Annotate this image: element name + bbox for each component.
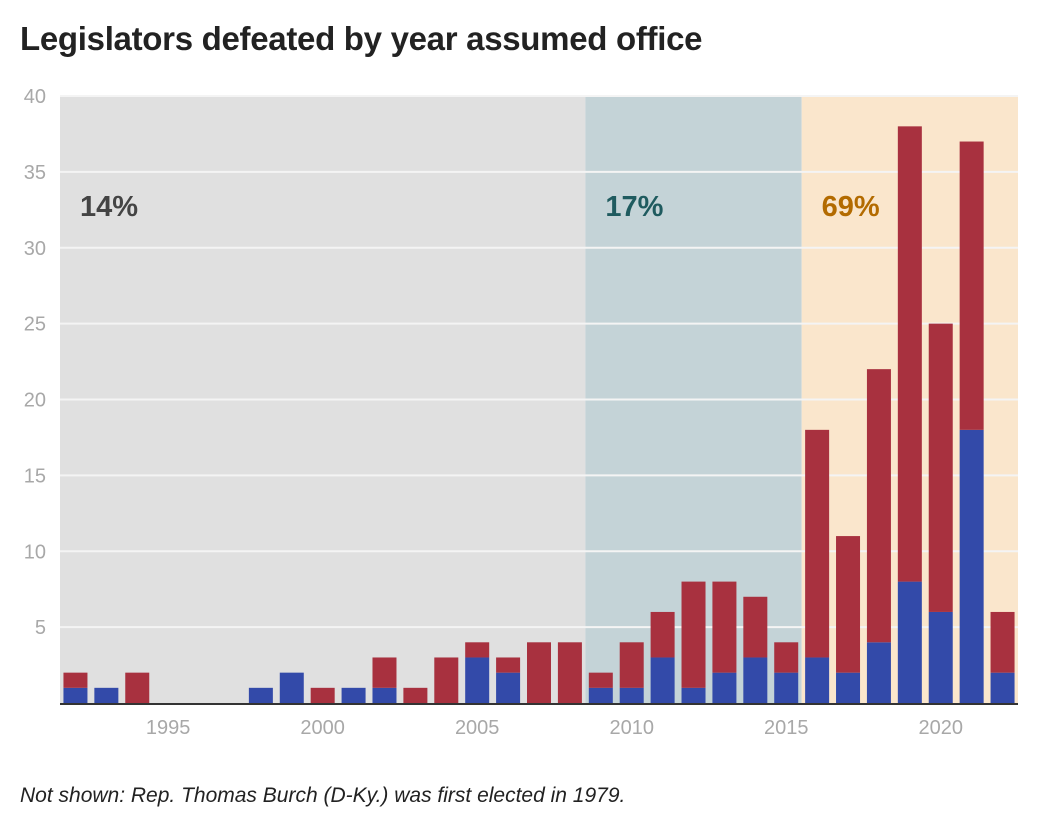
bar-2011-blue: [650, 657, 675, 703]
bar-2002-red: [372, 657, 397, 688]
chart-title: Legislators defeated by year assumed off…: [20, 20, 703, 57]
bar-2000-red: [310, 687, 335, 703]
bar-2005-blue: [465, 657, 490, 703]
x-tick-label: 2015: [764, 717, 809, 739]
bar-2018-blue: [866, 642, 891, 703]
bar-2006-blue: [496, 672, 521, 703]
bar-2009-blue: [588, 687, 613, 703]
bar-2003-red: [403, 687, 428, 703]
bar-2022-red: [990, 611, 1015, 673]
y-tick-label: 25: [24, 314, 46, 336]
y-tick-label: 40: [24, 86, 46, 108]
bar-2001-blue: [341, 687, 366, 703]
bar-2020-red: [928, 323, 953, 612]
bar-1992-red: [63, 672, 88, 688]
x-tick-label: 2000: [300, 717, 345, 739]
bar-2007-red: [527, 642, 551, 703]
bar-2021-blue: [959, 429, 984, 703]
era-percent-label: 17%: [605, 191, 663, 223]
bar-2014-red: [743, 596, 768, 658]
bar-2010-red: [619, 642, 644, 688]
bar-2013-red: [712, 581, 737, 673]
x-tick-label: 2010: [609, 717, 654, 739]
x-tick-label: 2005: [455, 717, 500, 739]
era-percent-label: 69%: [822, 191, 880, 223]
bar-1999-blue: [279, 672, 304, 703]
bar-2012-red: [681, 581, 706, 688]
x-tick-label: 1995: [146, 717, 191, 739]
bar-2018-red: [866, 369, 891, 643]
bar-2015-blue: [774, 672, 799, 703]
bar-1994-red: [125, 672, 150, 703]
bar-2022-blue: [990, 672, 1015, 703]
bar-2005-red: [465, 642, 490, 658]
bar-2009-red: [588, 672, 613, 688]
bar-2016-red: [805, 429, 830, 658]
bar-2017-red: [836, 536, 861, 673]
bar-1992-blue: [63, 687, 88, 703]
bar-2014-blue: [743, 657, 768, 703]
bar-2020-blue: [928, 611, 953, 703]
bar-2010-blue: [619, 687, 644, 703]
bar-2015-red: [774, 642, 799, 673]
bar-2019-red: [897, 126, 922, 582]
era-percent-label: 14%: [80, 191, 138, 223]
bar-1993-blue: [94, 687, 119, 703]
y-tick-label: 15: [24, 465, 46, 487]
bar-2006-red: [496, 657, 521, 673]
bar-2019-blue: [897, 581, 922, 703]
y-tick-label: 10: [24, 541, 46, 563]
y-tick-label: 5: [35, 617, 46, 639]
bar-2017-blue: [836, 672, 861, 703]
footnote: Not shown: Rep. Thomas Burch (D-Ky.) was…: [20, 784, 626, 807]
bar-2013-blue: [712, 672, 737, 703]
bar-2002-blue: [372, 687, 397, 703]
bar-2011-red: [650, 611, 675, 658]
y-tick-label: 20: [24, 390, 46, 412]
y-tick-label: 35: [24, 162, 46, 184]
bar-2021-red: [959, 141, 984, 430]
bar-1998-blue: [248, 687, 273, 703]
x-tick-label: 2020: [918, 717, 963, 739]
bar-2012-blue: [681, 687, 706, 703]
bar-2008-red: [557, 642, 582, 703]
bar-2004-red: [434, 657, 459, 703]
bar-2016-blue: [805, 657, 830, 703]
y-tick-label: 30: [24, 238, 46, 260]
